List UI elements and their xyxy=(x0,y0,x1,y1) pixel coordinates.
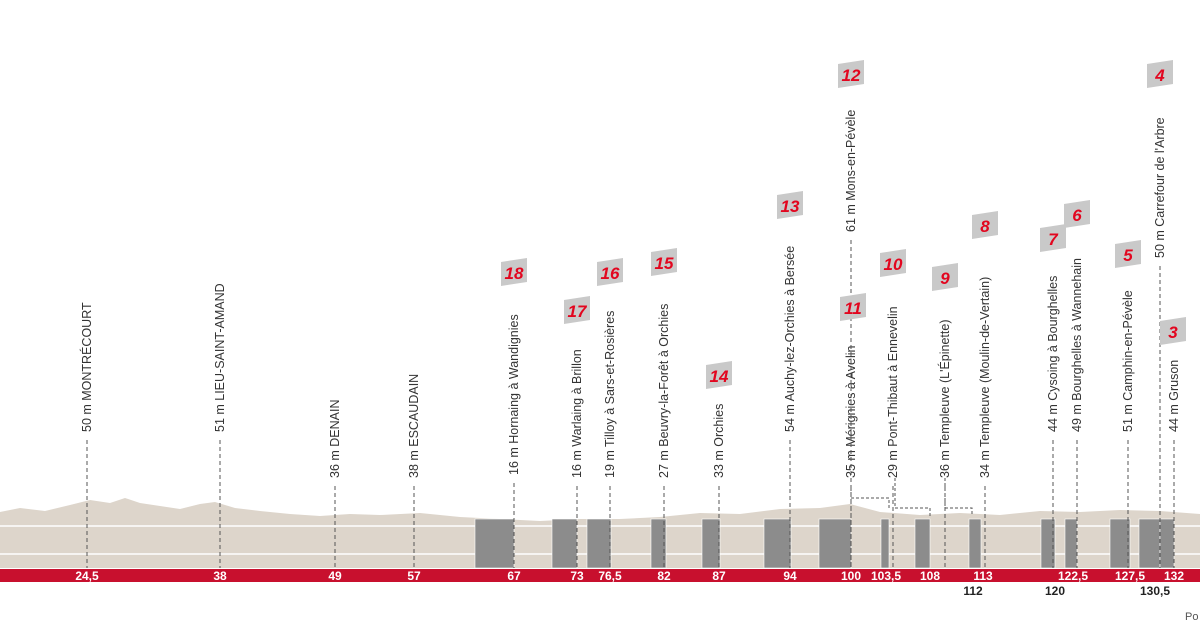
sector-number: 7 xyxy=(1048,230,1059,249)
cobble-sector xyxy=(474,518,515,569)
km-label: 67 xyxy=(507,569,521,583)
km-label-lower: 120 xyxy=(1045,584,1065,598)
km-label: 127,5 xyxy=(1115,569,1145,583)
sector-flag xyxy=(880,249,906,277)
sector-flag xyxy=(838,60,864,88)
sector-number: 14 xyxy=(710,367,729,386)
cobble-sector xyxy=(701,518,721,569)
cobble-sector xyxy=(1109,518,1131,569)
sector-number: 15 xyxy=(655,254,674,273)
sector-number: 9 xyxy=(940,269,950,288)
sector-flag xyxy=(840,293,866,321)
waypoint-label: 51 m Camphin-en-Pévèle xyxy=(1121,290,1135,432)
sector-flag xyxy=(1115,240,1141,268)
cobble-sector xyxy=(1064,518,1078,569)
sector-flag xyxy=(597,258,623,286)
sector-flag xyxy=(1147,60,1173,88)
km-label: 122,5 xyxy=(1058,569,1088,583)
km-label: 87 xyxy=(712,569,726,583)
sector-flag xyxy=(501,258,527,286)
waypoint-label: 44 m Cysoing à Bourghelles xyxy=(1046,276,1060,432)
km-label: 76,5 xyxy=(598,569,622,583)
km-label-lower: 130,5 xyxy=(1140,584,1170,598)
sector-number: 5 xyxy=(1123,246,1133,265)
km-label: 94 xyxy=(783,569,797,583)
sector-flag xyxy=(1160,317,1186,345)
connector xyxy=(850,488,890,508)
sector-number: 11 xyxy=(844,299,862,318)
km-label: 100 xyxy=(841,569,861,583)
km-label: 57 xyxy=(407,569,421,583)
cobble-sector xyxy=(586,518,612,569)
cobble-sector xyxy=(1040,518,1056,569)
km-label: 132 xyxy=(1164,569,1184,583)
sector-number: 6 xyxy=(1072,206,1082,225)
sector-number: 18 xyxy=(505,264,524,283)
km-label: 49 xyxy=(328,569,342,583)
sector-flag xyxy=(1064,200,1090,228)
sector-flag xyxy=(777,191,803,219)
waypoint-label: 44 m Gruson xyxy=(1167,360,1181,432)
sector-number: 16 xyxy=(601,264,620,283)
km-label: 38 xyxy=(213,569,227,583)
km-label: 73 xyxy=(570,569,584,583)
km-label: 82 xyxy=(657,569,671,583)
km-label: 103,5 xyxy=(871,569,901,583)
sector-flag xyxy=(932,263,958,291)
cobble-sector xyxy=(1138,518,1161,569)
sector-number: 8 xyxy=(980,217,990,236)
sector-number: 10 xyxy=(884,255,903,274)
km-label-lower: 112 xyxy=(963,584,983,598)
cobble-sector xyxy=(650,518,667,569)
cobble-sector xyxy=(914,518,931,569)
waypoint-label: 16 m Warlaing à Brillon xyxy=(570,349,584,478)
sector-flag xyxy=(1040,224,1066,252)
cobble-sector xyxy=(818,518,852,569)
sector-number: 13 xyxy=(781,197,800,216)
km-label: 24,5 xyxy=(75,569,99,583)
waypoint-label: 34 m Templeuve (Moulin-de-Vertain) xyxy=(978,277,992,478)
waypoint-label: 50 m Carrefour de l'Arbre xyxy=(1153,117,1167,258)
sector-flag xyxy=(972,211,998,239)
sector-number: 17 xyxy=(568,302,588,321)
cobble-sector xyxy=(968,518,982,569)
waypoint-label: 49 m Bourghelles à Wannehain xyxy=(1070,258,1084,432)
sector-flag xyxy=(651,248,677,276)
waypoint-label: 33 m Orchies xyxy=(712,404,726,478)
connector xyxy=(944,478,973,516)
cobble-sector xyxy=(551,518,578,569)
cobble-sector xyxy=(880,518,890,569)
cobble-sector xyxy=(1159,518,1175,569)
sector-number: 4 xyxy=(1154,66,1165,85)
waypoint-label: 36 m DENAIN xyxy=(328,400,342,479)
km-bar xyxy=(0,569,1200,582)
footer-text: Po xyxy=(1185,611,1198,623)
connector xyxy=(894,478,931,516)
waypoint-label: 16 m Hornaing à Wandignies xyxy=(507,314,521,475)
sector-number: 12 xyxy=(842,66,861,85)
waypoint-label: 36 m Templeuve (L'Épinette) xyxy=(937,320,952,479)
waypoint-label: 19 m Tilloy à Sars-et-Rosières xyxy=(603,311,617,478)
waypoint-label: 38 m ESCAUDAIN xyxy=(407,374,421,478)
waypoint-label: 27 m Beuvry-la-Forêt à Orchies xyxy=(657,304,671,478)
waypoint-label: 54 m Auchy-lez-Orchies à Bersée xyxy=(783,246,797,432)
waypoint-label: 50 m MONTRÉCOURT xyxy=(79,302,94,432)
waypoint-label: 29 m Pont-Thibaut à Ennevelin xyxy=(886,306,900,478)
sector-flag xyxy=(706,361,732,389)
sector-flag xyxy=(564,296,590,324)
km-label: 113 xyxy=(973,569,993,583)
km-label: 108 xyxy=(920,569,940,583)
cobble-sector xyxy=(763,518,792,569)
sector-number: 3 xyxy=(1168,323,1178,342)
waypoint-label: 51 m LIEU-SAINT-AMAND xyxy=(213,283,227,432)
waypoint-label: 61 m Mons-en-Pévèle xyxy=(844,110,858,232)
